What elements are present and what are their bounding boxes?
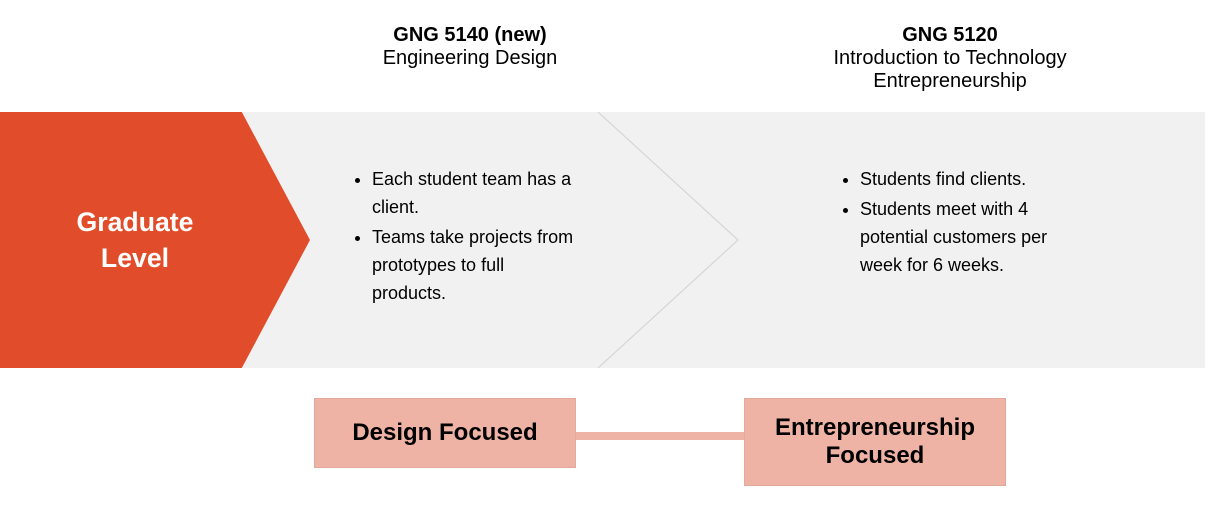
chevron-divider-icon [588, 112, 748, 368]
level-arrow-label: Graduate Level [76, 204, 233, 276]
col2-course-subtitle-line1: Introduction to Technology [740, 47, 1160, 70]
content-band: Graduate Level Each student team has a c… [0, 112, 1205, 368]
col2-course-subtitle-line2: Entrepreneurship [740, 70, 1160, 93]
col1-course-code: GNG 5140 (new) [285, 24, 655, 47]
col1-bullets: Each student team has a client.Teams tak… [350, 166, 580, 309]
list-item: Teams take projects from prototypes to f… [372, 224, 580, 308]
diagram-canvas: GNG 5140 (new) Engineering Design GNG 51… [0, 0, 1216, 518]
focus-box-design-label: Design Focused [352, 419, 537, 447]
level-arrow: Graduate Level [0, 112, 310, 368]
list-item: Each student team has a client. [372, 166, 580, 222]
list-item: Students find clients. [860, 166, 1088, 194]
focus-box-design: Design Focused [314, 398, 576, 468]
focus-box-entrepreneurship-label: Entrepreneurship Focused [775, 414, 975, 470]
col2-header: GNG 5120 Introduction to Technology Entr… [740, 24, 1160, 93]
column-headers: GNG 5140 (new) Engineering Design GNG 51… [0, 24, 1216, 104]
col1-course-subtitle: Engineering Design [285, 47, 655, 70]
focus2-line2: Focused [826, 442, 925, 469]
col1-header: GNG 5140 (new) Engineering Design [285, 24, 655, 70]
level-arrow-line2: Level [101, 243, 169, 273]
level-arrow-line1: Graduate [76, 207, 193, 237]
col2-course-code: GNG 5120 [740, 24, 1160, 47]
focus2-line1: Entrepreneurship [775, 414, 975, 441]
col2-bullets: Students find clients.Students meet with… [838, 166, 1088, 282]
list-item: Students meet with 4 potential customers… [860, 196, 1088, 280]
focus-box-entrepreneurship: Entrepreneurship Focused [744, 398, 1006, 486]
